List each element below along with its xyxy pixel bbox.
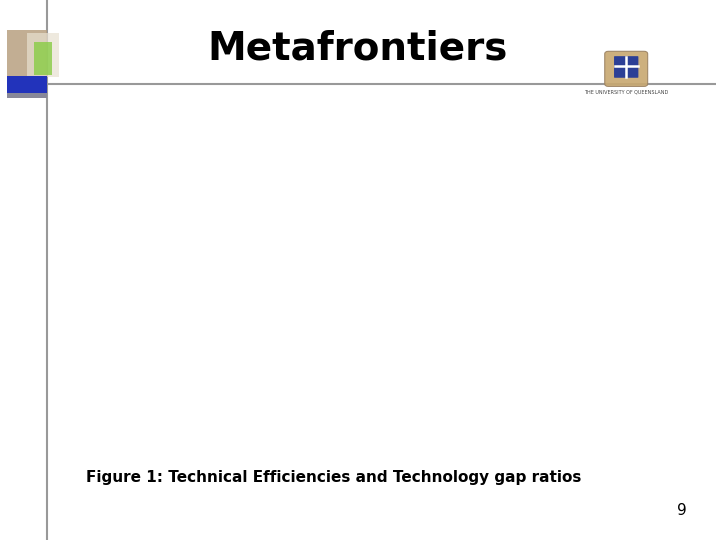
Bar bbox=[7, 93, 48, 98]
Text: Figure 1: Technical Efficiencies and Technology gap ratios: Figure 1: Technical Efficiencies and Tec… bbox=[86, 470, 581, 485]
Bar bbox=[7, 30, 47, 78]
Bar bbox=[35, 42, 53, 75]
Text: THE UNIVERSITY OF QUEENSLAND: THE UNIVERSITY OF QUEENSLAND bbox=[584, 89, 668, 94]
Text: 9: 9 bbox=[678, 503, 687, 518]
FancyBboxPatch shape bbox=[605, 51, 648, 86]
Bar bbox=[27, 33, 60, 77]
Bar bbox=[7, 76, 48, 94]
FancyBboxPatch shape bbox=[614, 56, 639, 78]
Text: Metafrontiers: Metafrontiers bbox=[207, 30, 508, 68]
